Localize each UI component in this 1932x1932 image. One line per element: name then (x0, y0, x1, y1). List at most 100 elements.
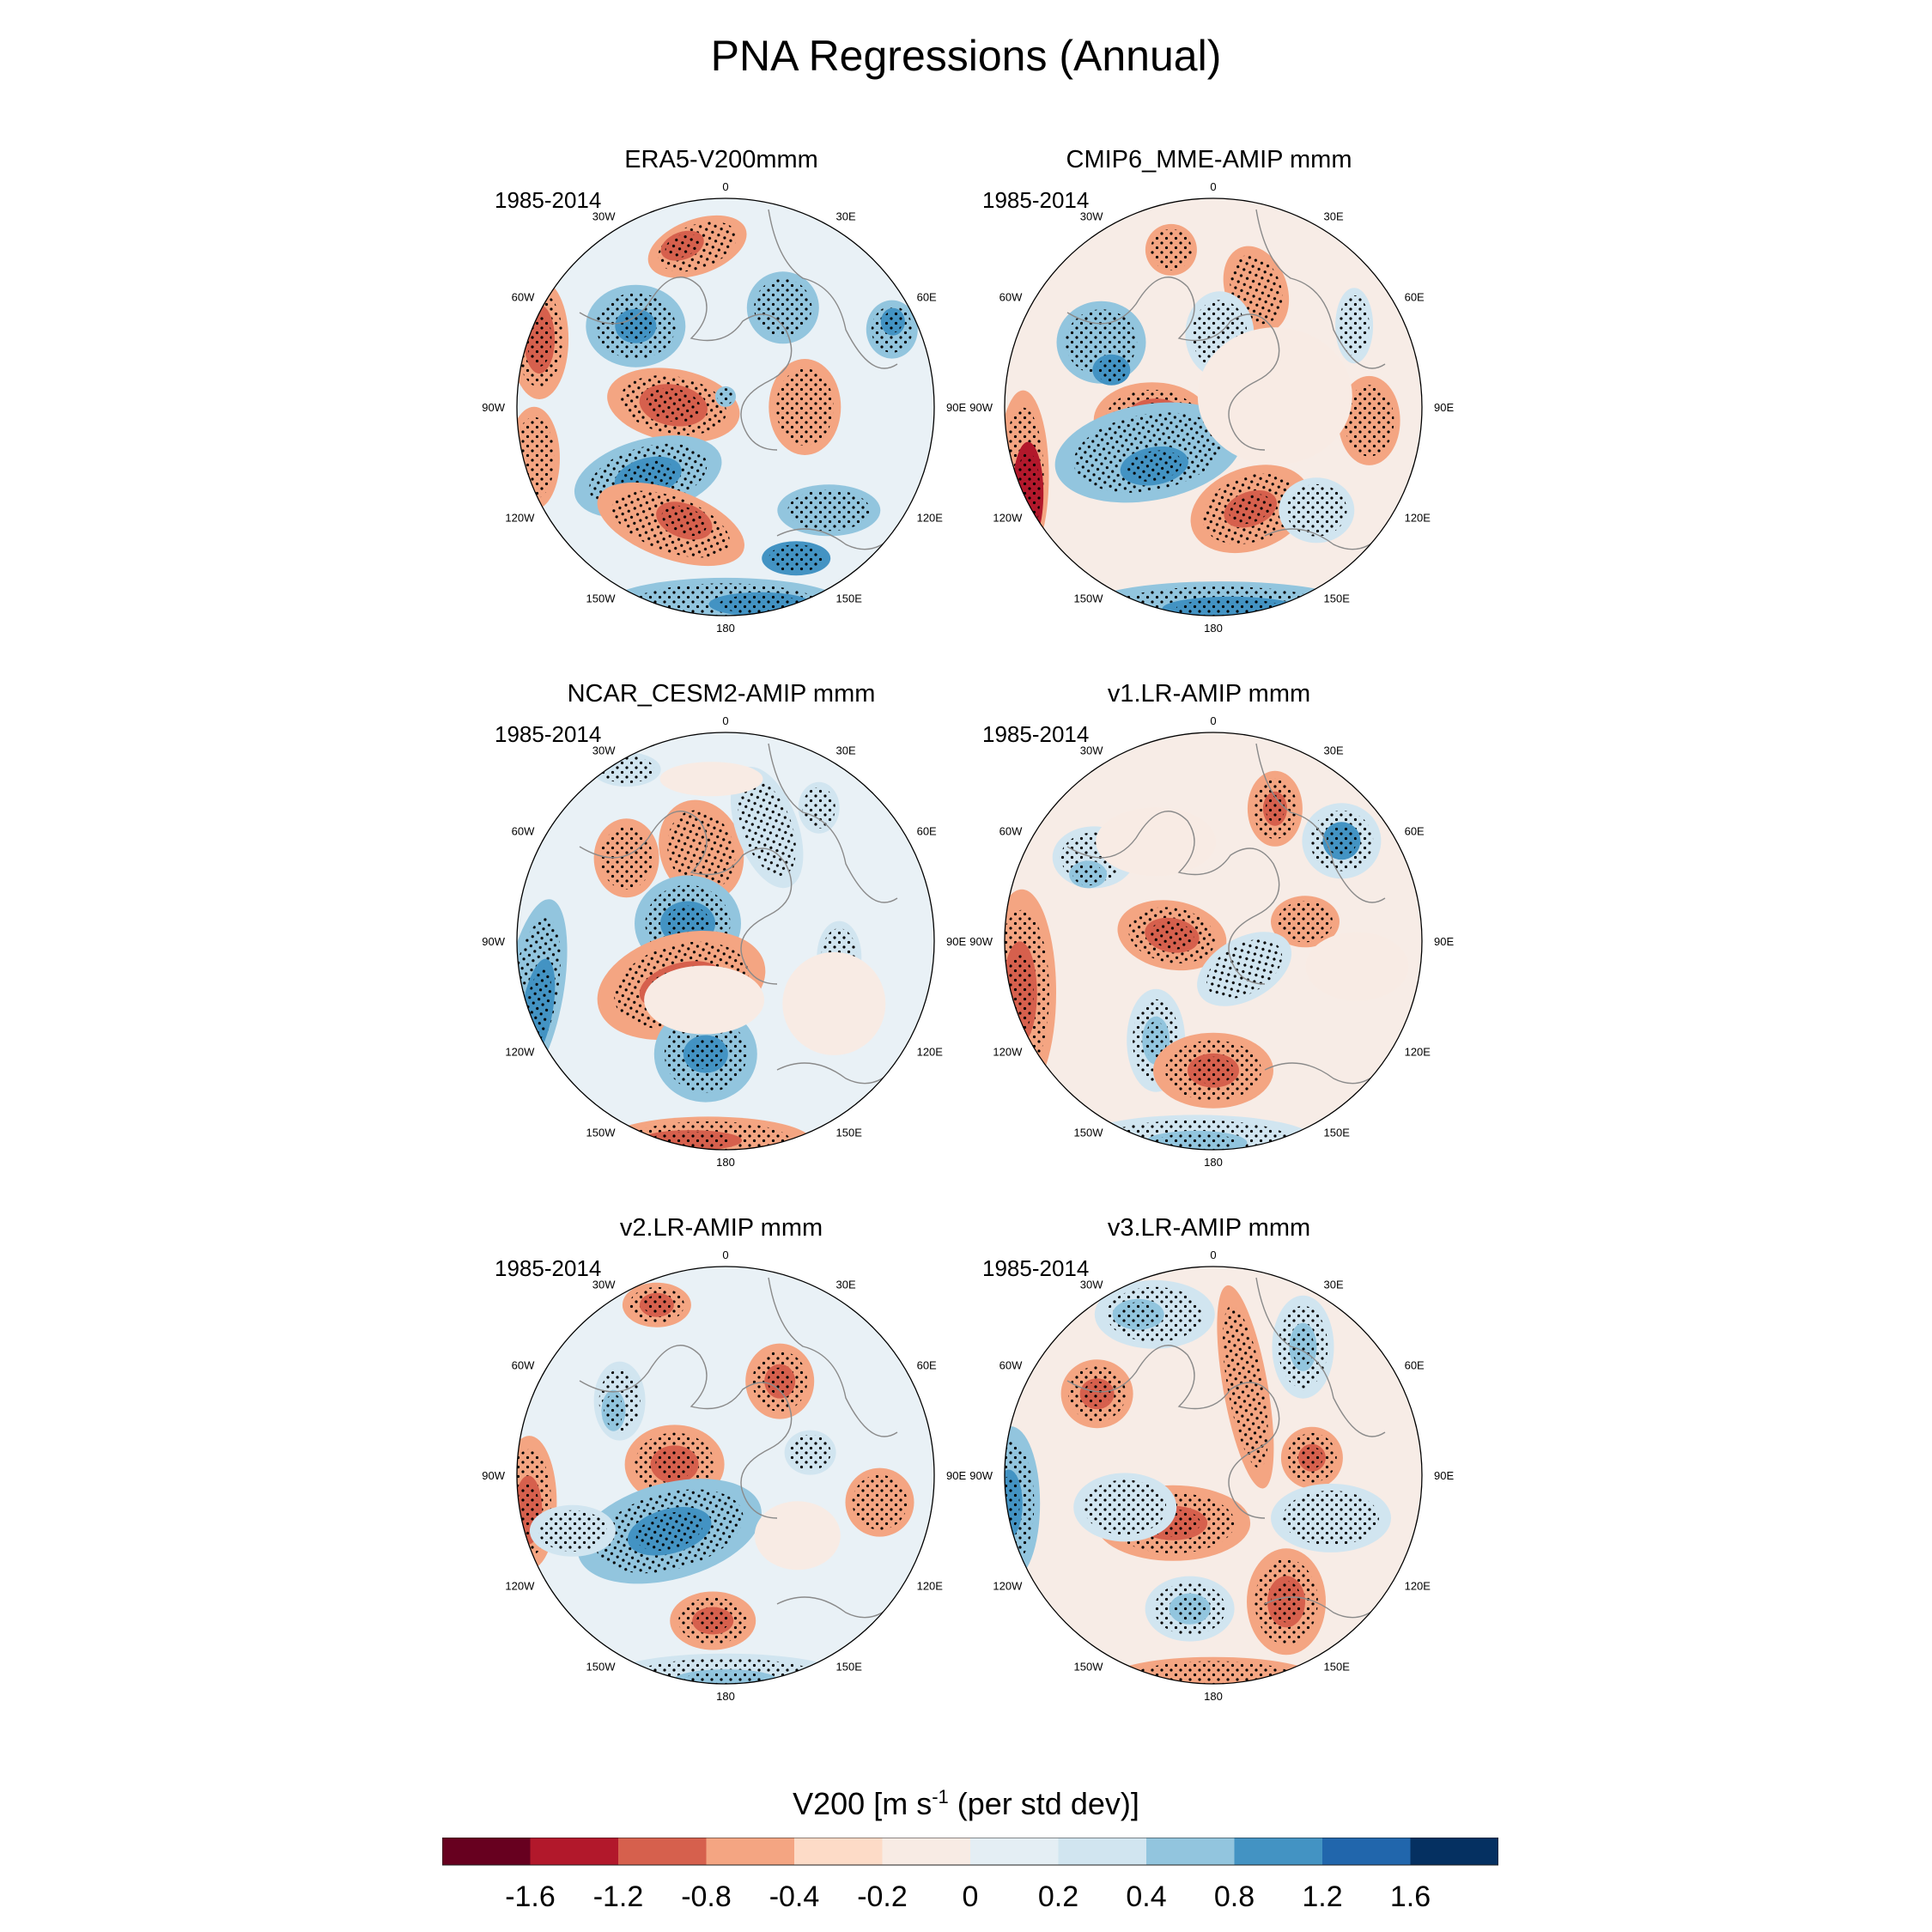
map-border (516, 1266, 935, 1685)
colorbar-swatch (1058, 1838, 1147, 1865)
colorbar-title-rest: (per std dev)] (948, 1786, 1139, 1821)
longitude-label: 120W (505, 1046, 535, 1059)
longitude-label: 60W (512, 1359, 535, 1372)
longitude-label: 0 (722, 714, 728, 727)
significance-stipple (1344, 385, 1394, 457)
significance-stipple (1005, 951, 1034, 1035)
chart-title: PNA Regressions (Annual) (710, 32, 1222, 80)
significance-stipple (655, 1449, 694, 1479)
significance-stipple (635, 1511, 703, 1551)
longitude-label: 120W (993, 1046, 1023, 1059)
longitude-label: 120E (917, 512, 944, 525)
polar-map: 0 30E 60E 90E 120E 150E 180 150W 120W 90W 60W 30W (482, 1249, 966, 1703)
longitude-label: 60E (917, 291, 937, 304)
polar-map: 0 30E 60E 90E 120E 150E 180 150W 120W 90W 60W 30W (969, 1249, 1454, 1703)
significance-stipple (1301, 1446, 1323, 1469)
significance-stipple (649, 1132, 732, 1149)
contour-field (1005, 1267, 1422, 1684)
colorbar-label: 0.4 (1126, 1880, 1166, 1913)
significance-stipple (684, 1671, 767, 1684)
colorbar-swatch (1234, 1838, 1323, 1865)
longitude-label: 120W (505, 512, 535, 525)
colorbar-label: 1.6 (1390, 1880, 1431, 1913)
significance-stipple (696, 1609, 730, 1632)
anomaly-blob (1305, 932, 1409, 1001)
significance-stipple (1145, 1021, 1167, 1060)
significance-stipple (738, 779, 796, 877)
longitude-label: 30W (592, 744, 616, 756)
significance-stipple (1229, 494, 1272, 525)
longitude-label: 0 (722, 1249, 728, 1261)
significance-stipple (1222, 1305, 1268, 1468)
significance-stipple (1096, 357, 1127, 383)
longitude-label: 150W (586, 1661, 617, 1674)
longitude-label: 120E (1405, 1580, 1431, 1593)
significance-stipple (517, 416, 555, 500)
contour-field (1005, 732, 1422, 1150)
longitude-label: 150E (1324, 1127, 1351, 1139)
longitude-label: 30W (592, 1278, 616, 1291)
significance-stipple (1326, 825, 1357, 856)
significance-stipple (604, 1394, 623, 1427)
longitude-label: 30W (592, 210, 616, 222)
anomaly-blob (1197, 327, 1352, 465)
longitude-label: 120W (505, 1580, 535, 1593)
colorbar-label: -1.2 (593, 1880, 644, 1913)
longitude-label: 60E (917, 1359, 937, 1372)
significance-stipple (1083, 1381, 1111, 1406)
significance-stipple (1278, 901, 1333, 943)
significance-stipple (1072, 863, 1103, 886)
longitude-label: 30E (836, 744, 856, 756)
longitude-label: 30E (836, 210, 856, 222)
colorbar-title-sup: -1 (932, 1786, 949, 1807)
colorbar-title-main: V200 [m s (793, 1786, 933, 1821)
panel-title: ERA5-V200mmm (624, 146, 818, 173)
colorbar-frame (442, 1838, 1498, 1866)
map-border (1004, 197, 1423, 617)
longitude-label: 60W (999, 291, 1023, 304)
longitude-label: 150W (586, 592, 617, 605)
colorbar-label: 0.8 (1214, 1880, 1255, 1913)
colorbar-swatch (794, 1838, 883, 1865)
longitude-label: 30E (1324, 210, 1344, 222)
longitude-label: 90E (946, 935, 966, 948)
significance-stipple (1271, 1581, 1302, 1623)
significance-stipple (754, 278, 812, 337)
colorbar-swatch (882, 1838, 971, 1865)
colorbar-label: -0.8 (681, 1880, 732, 1913)
longitude-label: 30W (1080, 1278, 1103, 1291)
longitude-label: 30W (1080, 210, 1103, 222)
significance-stipple (1265, 794, 1285, 823)
colorbar-swatch (706, 1838, 795, 1865)
significance-stipple (775, 368, 834, 446)
longitude-label: 120E (1405, 512, 1431, 525)
polar-map: 0 30E 60E 90E 120E 150E 180 150W 120W 90W 60W 30W (482, 714, 966, 1169)
map-border (1004, 732, 1423, 1151)
panel-title: NCAR_CESM2-AMIP mmm (567, 680, 876, 708)
contour-field (517, 198, 934, 616)
longitude-label: 30W (1080, 744, 1103, 756)
map-panel: 0 30E 60E 90E 120E 150E 180 150W 120W 90W 60W 30W v3… (951, 1214, 1467, 1729)
colorbar-swatch (970, 1838, 1059, 1865)
panel-title: v1.LR-AMIP mmm (1107, 680, 1311, 708)
longitude-label: 0 (1210, 714, 1216, 727)
longitude-label: 180 (1204, 622, 1223, 635)
significance-stipple (719, 594, 802, 614)
longitude-label: 90E (946, 401, 966, 414)
longitude-label: 0 (1210, 1249, 1216, 1261)
significance-stipple (1117, 1302, 1159, 1327)
anomaly-blob (782, 951, 886, 1055)
longitude-label: 0 (1210, 180, 1216, 193)
map-border (1004, 1266, 1423, 1685)
panel-title: v3.LR-AMIP mmm (1107, 1214, 1311, 1242)
longitude-label: 90E (1434, 1469, 1454, 1482)
longitude-label: 120W (993, 1580, 1023, 1593)
longitude-label: 60E (1405, 1359, 1425, 1372)
longitude-label: 90W (969, 935, 993, 948)
longitude-label: 60E (1405, 291, 1425, 304)
map-panel: 0 30E 60E 90E 120E 150E 180 150W 120W 90W 60W 30W ER… (464, 146, 979, 661)
significance-stipple (767, 1367, 793, 1395)
colorbar-title: V200 [m s-1 (per std dev)] (0, 1786, 1932, 1822)
longitude-label: 90W (969, 1469, 993, 1482)
longitude-label: 90E (1434, 401, 1454, 414)
